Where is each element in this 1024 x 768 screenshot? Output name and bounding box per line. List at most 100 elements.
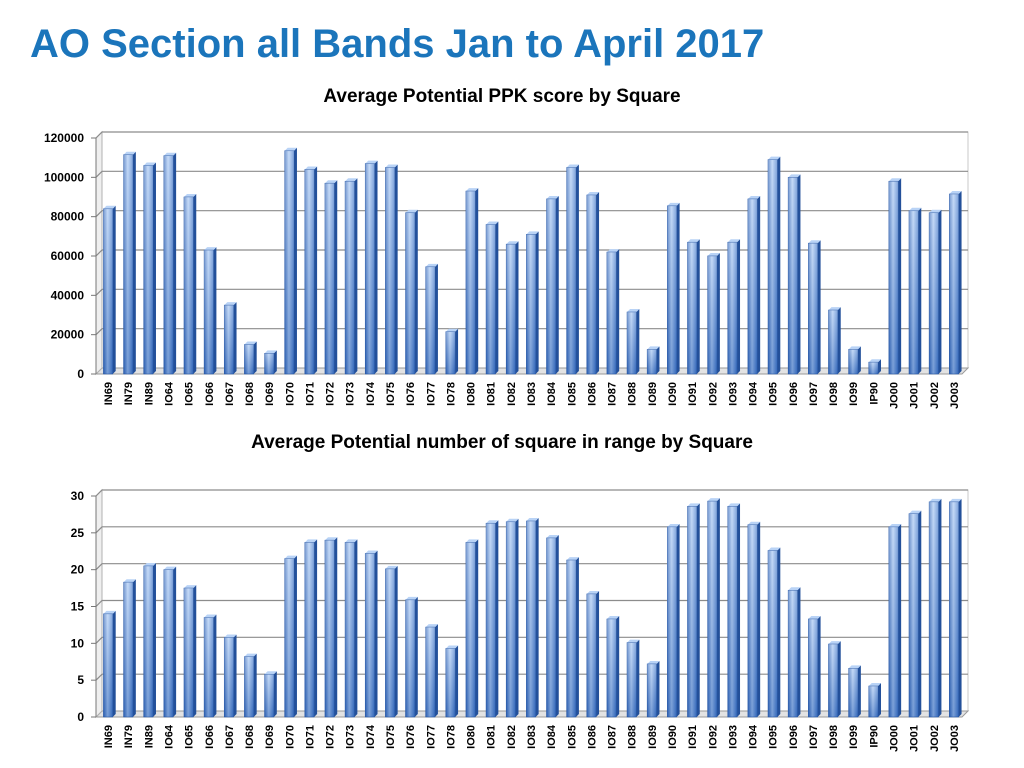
ppk-score-chart: 0 20000 40000 60000 80000 100000 120000 IN69 IN7… — [44, 130, 970, 409]
bar — [485, 221, 499, 375]
x-tick-label: IO78 — [445, 725, 457, 749]
bar — [526, 231, 539, 375]
x-tick-label: IO96 — [788, 725, 800, 749]
bar — [687, 239, 700, 375]
x-tick-label: IO70 — [284, 382, 296, 406]
x-tick-label: IN69 — [103, 382, 115, 405]
bar — [828, 641, 841, 718]
bar — [586, 192, 600, 375]
bar — [767, 547, 781, 718]
bar — [304, 539, 318, 718]
x-tick-label: IO84 — [546, 381, 558, 406]
y-tick-label: 0 — [77, 367, 84, 381]
x-tick-label: IO94 — [748, 724, 760, 749]
bar — [546, 534, 559, 718]
bar — [505, 518, 519, 718]
x-tick-label: IO99 — [848, 382, 860, 406]
x-tick-label: JO03 — [949, 382, 961, 409]
bar — [103, 205, 116, 375]
x-tick-label: IO74 — [365, 724, 377, 749]
y-tick-label: 100000 — [44, 170, 84, 184]
bar — [707, 253, 720, 375]
bar — [727, 503, 741, 718]
gridline — [95, 131, 968, 139]
bar — [324, 537, 338, 718]
x-tick-label: IO69 — [264, 725, 276, 749]
bar — [646, 346, 660, 375]
x-tick-label: IO97 — [808, 382, 820, 406]
x-tick-label: IO96 — [788, 382, 800, 406]
x-tick-label: IO87 — [607, 725, 619, 749]
x-tick-label: IO82 — [506, 382, 518, 406]
x-tick-label: IN89 — [143, 725, 155, 748]
x-tick-label: IP90 — [868, 382, 880, 405]
bar — [808, 240, 821, 375]
x-tick-label: IO86 — [586, 725, 598, 749]
bar — [908, 510, 922, 718]
bar — [928, 498, 942, 718]
y-tick-label: 40000 — [51, 288, 85, 302]
x-tick-label: IO77 — [425, 382, 437, 406]
bar — [223, 634, 237, 718]
x-tick-label: IO72 — [325, 725, 337, 749]
bar — [868, 359, 882, 375]
bar — [385, 164, 398, 375]
chart1-title: Average Potential PPK score by Square — [323, 86, 681, 107]
bar — [123, 151, 136, 375]
bar — [767, 156, 781, 375]
bar — [485, 520, 499, 718]
x-tick-label: IO68 — [244, 382, 256, 406]
bar — [143, 562, 156, 718]
bar — [606, 616, 620, 718]
x-tick-label: IO82 — [506, 725, 518, 749]
bar — [385, 565, 398, 718]
x-tick-label: IO89 — [647, 382, 659, 406]
bar — [787, 174, 801, 375]
x-tick-label: IN79 — [123, 382, 135, 405]
x-tick-label: JO03 — [949, 725, 961, 752]
bar — [687, 503, 700, 718]
x-tick-label: IO90 — [667, 382, 679, 406]
x-tick-label: IO84 — [546, 724, 558, 749]
bar — [183, 194, 197, 375]
bar — [526, 518, 539, 718]
x-tick-label: IO88 — [627, 382, 639, 406]
x-tick-label: IO97 — [808, 725, 820, 749]
bar — [183, 585, 197, 718]
bar — [546, 195, 559, 375]
bar — [465, 188, 479, 375]
bar — [264, 350, 277, 375]
bar — [364, 550, 378, 718]
x-tick-label: IO91 — [687, 382, 699, 406]
bar — [505, 241, 519, 375]
bar — [566, 557, 579, 718]
x-tick-label: IO85 — [566, 725, 578, 749]
bar — [888, 523, 902, 718]
x-tick-label: IO74 — [365, 381, 377, 406]
x-tick-label: JO01 — [909, 382, 921, 409]
x-tick-label: IO99 — [848, 725, 860, 749]
y-tick-label: 80000 — [51, 210, 85, 224]
chart2-title: Average Potential number of square in ra… — [251, 432, 753, 453]
bar — [425, 263, 438, 375]
y-tick-label: 5 — [77, 673, 84, 687]
x-tick-label: IO75 — [385, 725, 397, 749]
x-tick-label: IO92 — [707, 725, 719, 749]
x-tick-label: IO64 — [163, 724, 175, 749]
y-tick-label: 15 — [71, 600, 85, 614]
x-tick-label: IO87 — [607, 382, 619, 406]
x-tick-label: IO73 — [345, 382, 357, 406]
x-tick-label: IO93 — [727, 725, 739, 749]
bar — [163, 566, 177, 718]
bar — [828, 307, 841, 375]
bar — [405, 596, 418, 718]
bar — [425, 624, 438, 718]
bar — [888, 178, 902, 375]
x-tick-label: IO86 — [586, 382, 598, 406]
bar — [324, 180, 338, 375]
bar — [928, 209, 942, 375]
bar — [626, 309, 640, 375]
bar — [747, 521, 761, 718]
x-tick-label: IO89 — [647, 725, 659, 749]
